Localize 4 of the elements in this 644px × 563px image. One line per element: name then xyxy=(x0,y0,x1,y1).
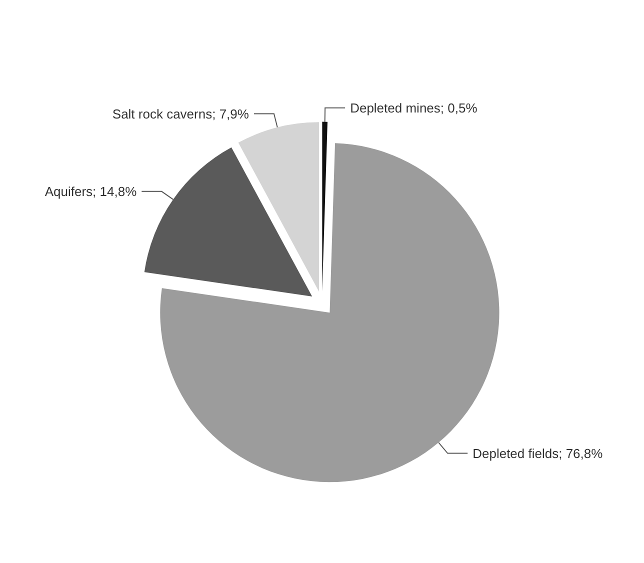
slice-label: Salt rock caverns; 7,9% xyxy=(112,106,250,122)
slice-label: Depleted fields; 76,8% xyxy=(472,446,604,461)
slice-label: Aquifers; 14,8% xyxy=(44,184,138,199)
slice-label: Depleted mines; 0,5% xyxy=(350,100,478,116)
